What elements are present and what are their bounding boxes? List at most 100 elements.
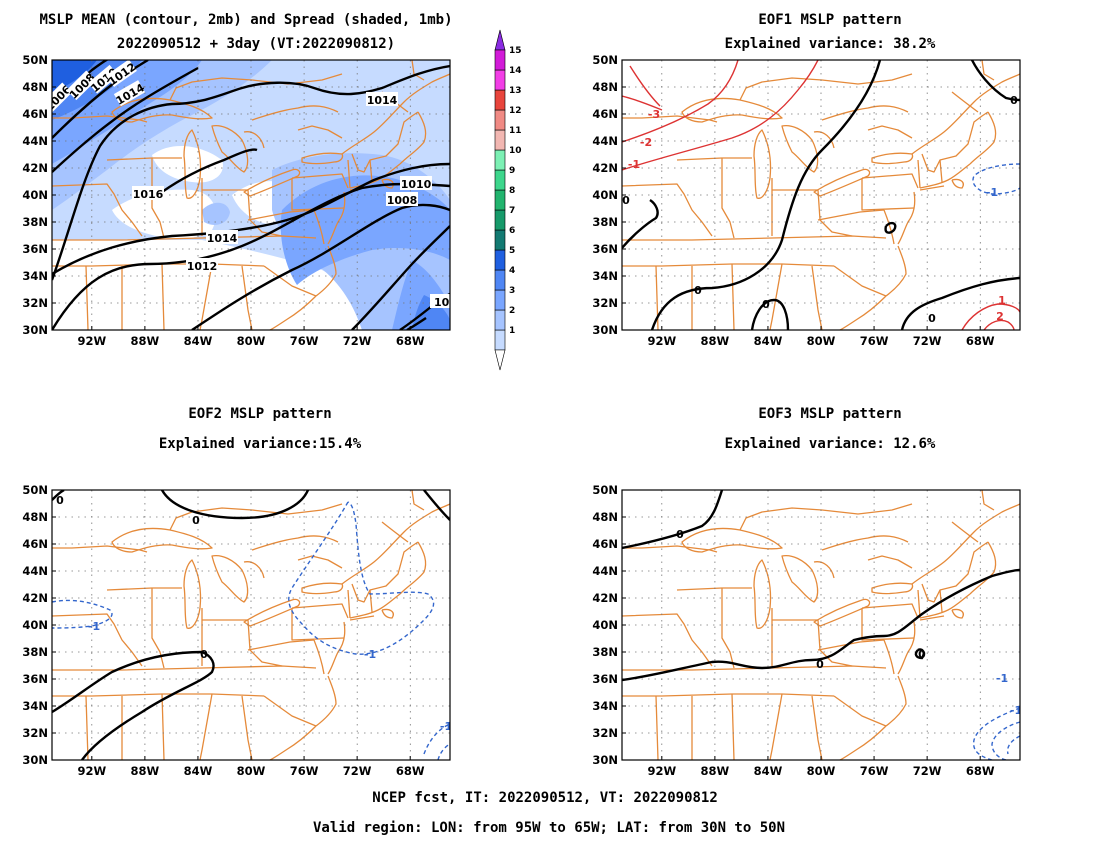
mean-contour-label: 1014 xyxy=(207,232,238,245)
footer-valid-region: Valid region: LON: from 95W to 65W; LAT:… xyxy=(313,820,785,836)
mean-contour-label: 1006 xyxy=(434,296,465,309)
colorbar-label: 5 xyxy=(509,246,515,256)
colorbar-label: 13 xyxy=(509,86,522,96)
eof1-map-panel: 0 0 0 0 0 -1 -2 -3 -1 1 2 92W 88W 84W 80W 76… xyxy=(592,53,1021,348)
eof2-contour-label: -1 xyxy=(440,720,452,733)
eof1-axis-ticks: 92W 88W 84W 80W 76W 72W 68W 30N 32N 34N 36N 38N 40N 4… xyxy=(592,53,994,348)
colorbar-swatch xyxy=(494,209,506,231)
mean-panel-subtitle: 2022090512 + 3day (VT:2022090812) xyxy=(117,36,395,52)
x-tick-label: 92W xyxy=(647,334,676,348)
colorbar-label: 14 xyxy=(509,66,522,76)
x-tick-label: 92W xyxy=(77,334,106,348)
colorbar-label: 3 xyxy=(509,286,515,296)
x-tick-label: 84W xyxy=(184,334,213,348)
y-tick-label: 42N xyxy=(592,161,618,175)
y-tick-label: 50N xyxy=(592,53,618,67)
y-tick-label: 40N xyxy=(592,618,618,632)
colorbar-swatch xyxy=(494,189,506,211)
mean-contour-label: 1012 xyxy=(187,260,218,273)
y-tick-label: 44N xyxy=(592,134,618,148)
x-tick-label: 88W xyxy=(701,334,730,348)
y-tick-label: 30N xyxy=(592,323,618,337)
y-tick-label: 44N xyxy=(22,564,48,578)
eof3-contours xyxy=(622,490,1020,760)
y-tick-label: 40N xyxy=(592,188,618,202)
colorbar-swatch xyxy=(494,69,506,91)
eof2-contour-labels: 0 0 0 -1 -1 -1 xyxy=(56,494,452,733)
eof3-contour-label: 0 xyxy=(918,648,926,661)
x-tick-label: 76W xyxy=(860,334,889,348)
mean-contour-label: 1016 xyxy=(133,188,164,201)
y-tick-label: 50N xyxy=(592,483,618,497)
eof1-contour-label: 0 xyxy=(694,284,702,297)
colorbar-label: 11 xyxy=(509,126,522,136)
y-tick-label: 32N xyxy=(592,726,618,740)
eof3-contour-label: -1 xyxy=(996,672,1008,685)
y-tick-label: 46N xyxy=(592,537,618,551)
y-tick-label: 50N xyxy=(22,53,48,67)
eof1-contour-label: 0 xyxy=(1010,94,1018,107)
mean-contour-label: 1008 xyxy=(387,194,418,207)
eof1-contours xyxy=(622,60,1020,330)
mean-map-panel: 1006 1008 1010 1012 1014 1014 1014 1016 … xyxy=(22,53,465,348)
y-tick-label: 48N xyxy=(22,80,48,94)
y-tick-label: 44N xyxy=(592,564,618,578)
y-tick-label: 44N xyxy=(22,134,48,148)
eof2-contour-label: 0 xyxy=(56,494,64,507)
y-tick-label: 30N xyxy=(22,323,48,337)
eof2-panel-subtitle: Explained variance:15.4% xyxy=(159,436,362,452)
x-tick-label: 84W xyxy=(754,764,783,778)
x-tick-label: 88W xyxy=(701,764,730,778)
colorbar-label: 1 xyxy=(509,326,515,336)
y-tick-label: 40N xyxy=(22,618,48,632)
mean-contour-label: 1014 xyxy=(367,94,398,107)
eof3-panel-title: EOF3 MSLP pattern xyxy=(758,406,901,422)
y-tick-label: 36N xyxy=(592,672,618,686)
eof2-map-panel: 0 0 0 -1 -1 -1 92W 88W 84W 80W 76W 72W 68W 30N 3… xyxy=(22,483,452,778)
y-tick-label: 36N xyxy=(22,242,48,256)
colorbar-label: 2 xyxy=(509,306,515,316)
colorbar-bottom-extension xyxy=(494,349,506,371)
y-tick-label: 36N xyxy=(592,242,618,256)
eof2-contour-label: -1 xyxy=(364,648,376,661)
x-tick-label: 80W xyxy=(237,764,266,778)
eof1-contour-labels: 0 0 0 0 0 -1 -2 -3 -1 1 2 xyxy=(622,94,1018,325)
eof1-contour-label: -2 xyxy=(640,136,652,149)
colorbar-top-extension xyxy=(494,29,506,51)
eof3-contour-label: 0 xyxy=(676,528,684,541)
y-tick-label: 46N xyxy=(592,107,618,121)
colorbar-swatch xyxy=(494,249,506,271)
y-tick-label: 30N xyxy=(592,753,618,767)
eof2-contour-label: -1 xyxy=(88,620,100,633)
x-tick-label: 72W xyxy=(913,764,942,778)
eof1-contour-label: -1 xyxy=(986,186,998,199)
x-tick-label: 84W xyxy=(184,764,213,778)
colorbar-label: 7 xyxy=(509,206,515,216)
eof2-axis-ticks: 92W 88W 84W 80W 76W 72W 68W 30N 32N 34N 36N 38N 40N 4… xyxy=(22,483,424,778)
x-tick-label: 68W xyxy=(966,764,995,778)
x-tick-label: 92W xyxy=(647,764,676,778)
colorbar-label: 12 xyxy=(509,106,522,116)
eof2-contours xyxy=(52,490,450,760)
y-tick-label: 48N xyxy=(592,80,618,94)
y-tick-label: 42N xyxy=(22,161,48,175)
x-tick-label: 92W xyxy=(77,764,106,778)
eof3-contour-label: -1 xyxy=(1010,704,1022,717)
panel-titles: MSLP MEAN (contour, 2mb) and Spread (sha… xyxy=(39,12,935,452)
y-tick-label: 36N xyxy=(22,672,48,686)
x-tick-label: 68W xyxy=(396,334,425,348)
eof1-contour-label: 0 xyxy=(622,194,630,207)
x-tick-label: 72W xyxy=(913,334,942,348)
y-tick-label: 30N xyxy=(22,753,48,767)
x-tick-label: 84W xyxy=(754,334,783,348)
colorbar-swatch xyxy=(494,149,506,171)
eof1-contour-label: 0 xyxy=(928,312,936,325)
eof1-panel-subtitle: Explained variance: 38.2% xyxy=(725,36,936,52)
x-tick-label: 80W xyxy=(807,334,836,348)
y-tick-label: 38N xyxy=(592,215,618,229)
colorbar-label: 4 xyxy=(509,266,515,276)
x-tick-label: 72W xyxy=(343,764,372,778)
y-tick-label: 38N xyxy=(592,645,618,659)
y-tick-label: 38N xyxy=(22,215,48,229)
